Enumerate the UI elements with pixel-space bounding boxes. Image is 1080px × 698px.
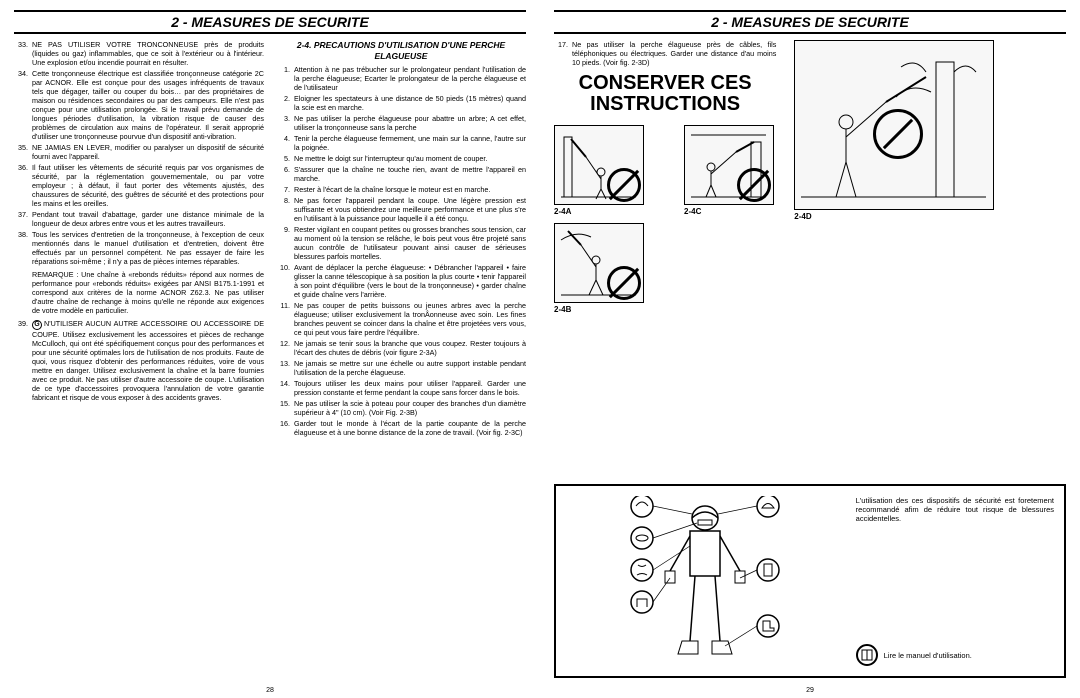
list-item: 33.NE PAS UTILISER VOTRE TRONCONNEUSE pr… — [14, 40, 264, 67]
right-columns: 17.Ne pas utiliser la perche élagueuse p… — [554, 40, 1066, 321]
list-item: 14.Toujours utiliser les deux mains pour… — [276, 379, 526, 397]
left-columns: 33.NE PAS UTILISER VOTRE TRONCONNEUSE pr… — [14, 40, 526, 437]
left-col-2: 2-4. PRECAUTIONS D'UTILISATION D'UNE PER… — [276, 40, 526, 437]
page-number-right: 29 — [806, 687, 814, 694]
list-item: 36.Il faut utiliser les vêtements de séc… — [14, 163, 264, 208]
list-item: 3.Ne pas utiliser la perche élagueuse po… — [276, 114, 526, 132]
prohibit-icon — [737, 168, 771, 202]
prohibit-icon — [607, 168, 641, 202]
list-item: 1.Attention à ne pas trébucher sur le pr… — [276, 65, 526, 92]
warning-g-icon: G — [32, 320, 42, 330]
right-col-2: 2-4D — [794, 40, 1066, 321]
list-item: 6.S'assurer que la chaîne ne touche rien… — [276, 165, 526, 183]
list-item: 4.Tenir la perche élagueuse fermement, u… — [276, 134, 526, 152]
safety-manual-text: Lire le manuel d'utilisation. — [884, 651, 972, 660]
list-item: 7.Rester à l'écart de la chaîne lorsque … — [276, 185, 526, 194]
list-item: 37.Pendant tout travail d'abattage, gard… — [14, 210, 264, 228]
list-item: 16.Garder tout le monde à l'écart de la … — [276, 419, 526, 437]
page-header-right: 2 - MEASURES DE SECURITE — [554, 10, 1066, 34]
list-item: 12.Ne jamais se tenir sous la branche qu… — [276, 339, 526, 357]
list-item: 10.Avant de déplacer la perche élagueuse… — [276, 263, 526, 299]
list-item: 38.Tous les services d'entretien de la t… — [14, 230, 264, 266]
list-item: 5.Ne mettre le doigt sur l'interrupteur … — [276, 154, 526, 163]
figure-2-4c: 2-4C — [684, 125, 774, 217]
safety-text: L'utilisation des ces dispositifs de séc… — [856, 496, 1054, 523]
figure-2-4d: 2-4D — [794, 40, 1066, 222]
page-right: 2 - MEASURES DE SECURITE 17.Ne pas utili… — [540, 0, 1080, 698]
list-item: 13.Ne jamais se mettre sur une échelle o… — [276, 359, 526, 377]
list-item: 34.Cette tronçonneuse électrique est cla… — [14, 69, 264, 141]
list-item: 17.Ne pas utiliser la perche élagueuse p… — [554, 40, 776, 67]
page-left: 2 - MEASURES DE SECURITE 33.NE PAS UTILI… — [0, 0, 540, 698]
list-item: 9.Rester vigilant en coupant petites ou … — [276, 225, 526, 261]
list-item: 15.Ne pas utiliser la scie à poteau pour… — [276, 399, 526, 417]
prohibit-icon — [873, 109, 923, 159]
list-item: 8.Ne pas forcer l'appareil pendant la co… — [276, 196, 526, 223]
list-item: 39. GN'UTILISER AUCUN AUTRE ACCESSOIRE O… — [14, 319, 264, 402]
list-item: 11.Ne pas couper de petits buissons ou j… — [276, 301, 526, 337]
list-item: 2.Eloigner les spectateurs à une distanc… — [276, 94, 526, 112]
list-item: 35.NE JAMIAS EN LEVER, modifier ou paral… — [14, 143, 264, 161]
figure-2-4b: 2-4B — [554, 223, 644, 315]
conserver-heading: CONSERVER CES INSTRUCTIONS — [554, 73, 776, 115]
prohibit-icon — [607, 266, 641, 300]
safety-person-diagram — [566, 496, 844, 666]
section-2-4-title: 2-4. PRECAUTIONS D'UTILISATION D'UNE PER… — [276, 40, 526, 61]
remarque-note: REMARQUE : Une chaîne à «rebonds réduits… — [32, 270, 264, 315]
right-col-1: 17.Ne pas utiliser la perche élagueuse p… — [554, 40, 776, 321]
left-col-1: 33.NE PAS UTILISER VOTRE TRONCONNEUSE pr… — [14, 40, 264, 437]
figure-2-4a: 2-4A — [554, 125, 644, 217]
safety-equipment-box: L'utilisation des ces dispositifs de séc… — [554, 484, 1066, 678]
page-number-left: 28 — [266, 687, 274, 694]
page-header-left: 2 - MEASURES DE SECURITE — [14, 10, 526, 34]
manual-icon — [856, 644, 878, 666]
